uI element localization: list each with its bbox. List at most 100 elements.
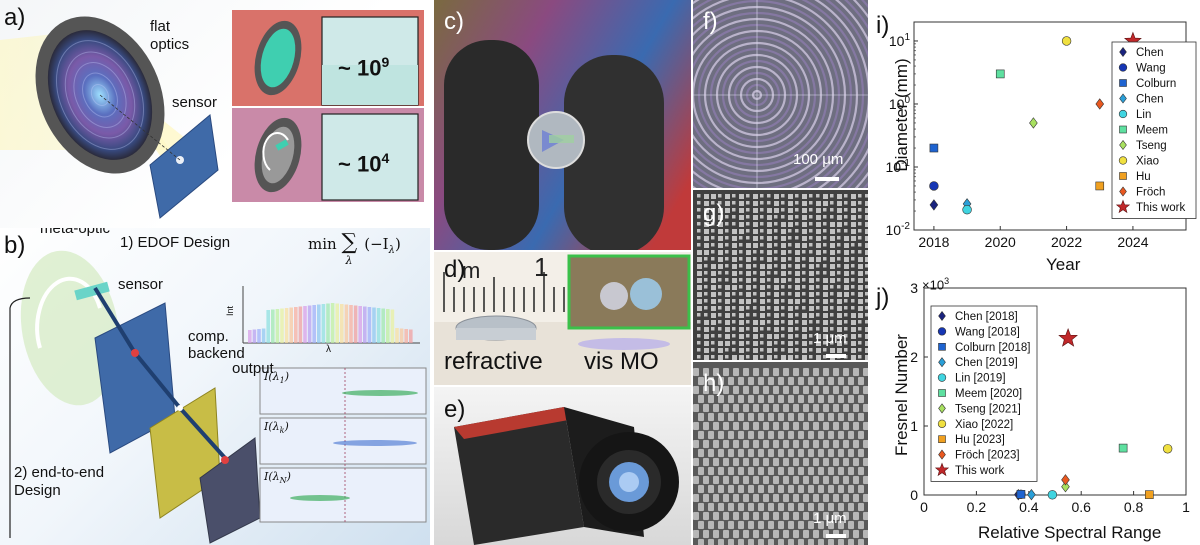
scalebar-g-label: 1 μm (813, 330, 847, 347)
chart-j-point (1047, 490, 1058, 500)
chart-j-legend-label: Meem [2020] (955, 388, 1022, 400)
chart-j-legend-marker (934, 462, 950, 477)
edof-design-label: 1) EDOF Design (120, 234, 231, 251)
chart-i-point (929, 181, 939, 191)
chart-j-xlabel: Relative Spectral Range (978, 523, 1162, 542)
panel-c (434, 0, 691, 250)
chart-i-legend-marker (1119, 172, 1127, 180)
chart-j-ytick: 0 (910, 487, 918, 503)
panel-h: 1 μm (693, 362, 868, 545)
chart-j-point (1027, 488, 1036, 501)
sensor-chip (149, 114, 219, 219)
psf-strip-n (259, 467, 427, 523)
camera-photo (454, 407, 679, 545)
output-label: output (232, 360, 274, 377)
chart-j-legend-marker (938, 403, 946, 414)
chart-i-legend-marker (1119, 46, 1127, 58)
chart-j-point (1162, 444, 1173, 454)
panel-label-f: f) (703, 8, 718, 35)
chart-i-legend-marker (1119, 93, 1127, 104)
scalebar-h (826, 534, 846, 538)
chart-j-legend-label: Chen [2019] (955, 357, 1018, 369)
chart-j-point (1118, 443, 1128, 453)
chart-i-legend-marker (1115, 199, 1131, 214)
chart-j-legend-marker (938, 449, 946, 460)
psf-label-k: I(λk) (264, 420, 289, 436)
chart-i-point (1095, 98, 1105, 110)
chart-j-legend-marker (938, 357, 946, 368)
chart-j-legend-marker (938, 435, 946, 443)
ruler-m-label: m (462, 258, 481, 283)
sem-pillars-top-view (697, 194, 868, 360)
chart-j-xtick: 0 (920, 499, 928, 515)
chart-i-legend-marker (1119, 79, 1127, 87)
chart-i-ytick: 100 (889, 95, 911, 112)
chart-i-legend-label: Chen (1136, 47, 1164, 59)
panel-e (434, 387, 691, 545)
chart-i-ylabel: Diameter (mm) (892, 58, 911, 172)
panel-label-i: i) (876, 12, 890, 39)
refractive-label: refractive (444, 348, 543, 375)
panel-b-illustration (9, 250, 427, 544)
chart-i-point (1095, 181, 1105, 191)
ruler-lenses-photo (434, 252, 691, 350)
panel-label-e: e) (444, 396, 466, 423)
panel-label-c: c) (444, 8, 464, 35)
chart-j-legend-marker (937, 419, 947, 428)
chart-j-legend-label: Colburn [2018] (955, 342, 1030, 354)
chart-j-legend-marker (938, 343, 946, 351)
chart-j-fresnel-vs-range: 0 0.2 0.4 0.6 0.8 1 0 1 2 3 Chen [2018] Wang [2018]… (910, 280, 1190, 515)
chart-i-legend-marker (1118, 109, 1128, 119)
chart-j-legend-label: This work (955, 465, 1004, 477)
chart-i-point (962, 204, 972, 215)
chart-i-point (995, 69, 1005, 79)
chart-i-xtick: 2022 (1051, 234, 1082, 250)
chart-j-legend-label: Tseng [2021] (955, 403, 1021, 415)
lambda-axis-label: λ (326, 344, 331, 355)
chart-j-legend-marker (938, 310, 946, 322)
chart-i-xtick: 2020 (985, 234, 1016, 250)
panel-label-g: g) (703, 200, 725, 227)
chart-j-legend-label: Xiao [2022] (955, 419, 1013, 431)
scalebar-g (826, 354, 846, 358)
psf-label-n: I(λN) (264, 470, 291, 486)
panel-label-d: d) (444, 256, 466, 283)
photo-inset (567, 254, 691, 330)
chart-i-legend-label: Fröch (1136, 187, 1165, 199)
chart-i-legend-marker (1119, 139, 1127, 151)
chart-j-xtick: 0.6 (1071, 499, 1091, 515)
chart-i-point (1061, 36, 1072, 46)
chart-i-diameter-vs-year: 2018 2020 2022 2024 10-2 10-1 100 101 Chen Wang Co… (886, 21, 1197, 250)
element-count-bottom: ~ 104 (338, 150, 390, 177)
chart-i-point (929, 199, 939, 211)
chart-i-ytick: 10-1 (886, 158, 911, 175)
chart-i-xlabel: Year (1046, 255, 1081, 274)
chart-j-point (1145, 490, 1154, 499)
chart-j-legend-label: Hu [2023] (955, 434, 1005, 446)
chart-j-multiplier: ×103 (922, 276, 950, 293)
chart-j-point (1061, 481, 1070, 493)
scalebar-h-label: 1 μm (813, 510, 847, 527)
sem-pillars-tilted-view (693, 368, 868, 545)
chart-i-point (1029, 117, 1038, 129)
chart-i-legend-label: Lin (1136, 109, 1151, 121)
chart-i-legend-marker (1119, 125, 1127, 134)
end-to-end-label: 2) end-to-end Design (14, 464, 105, 499)
chart-j-xtick: 0.4 (1019, 499, 1039, 515)
panel-a-illustration (0, 16, 219, 219)
chart-j-legend-label: Lin [2019] (955, 373, 1006, 385)
chart-j-xtick: 0.8 (1124, 499, 1144, 515)
sensor-label-a: sensor (172, 94, 218, 111)
chart-i-legend-label: Colburn (1136, 78, 1176, 90)
chart-i-ytick: 10-2 (886, 221, 911, 238)
objective-formula: min ∑ λ (−Iλ) (308, 230, 401, 267)
panel-d: m 1 refractive vis MO (434, 252, 691, 385)
chart-j-legend-label: Chen [2018] (955, 311, 1018, 323)
chart-j-legend-label: Fröch [2023] (955, 450, 1020, 462)
scalebar-f-label: 100 μm (793, 151, 844, 168)
sem-rings-image (693, 0, 868, 188)
chart-i-xtick: 2024 (1117, 234, 1148, 250)
panel-f: 100 μm (693, 0, 868, 188)
vis-mo-label: vis MO (584, 348, 659, 375)
chart-i-legend-marker (1118, 63, 1128, 72)
